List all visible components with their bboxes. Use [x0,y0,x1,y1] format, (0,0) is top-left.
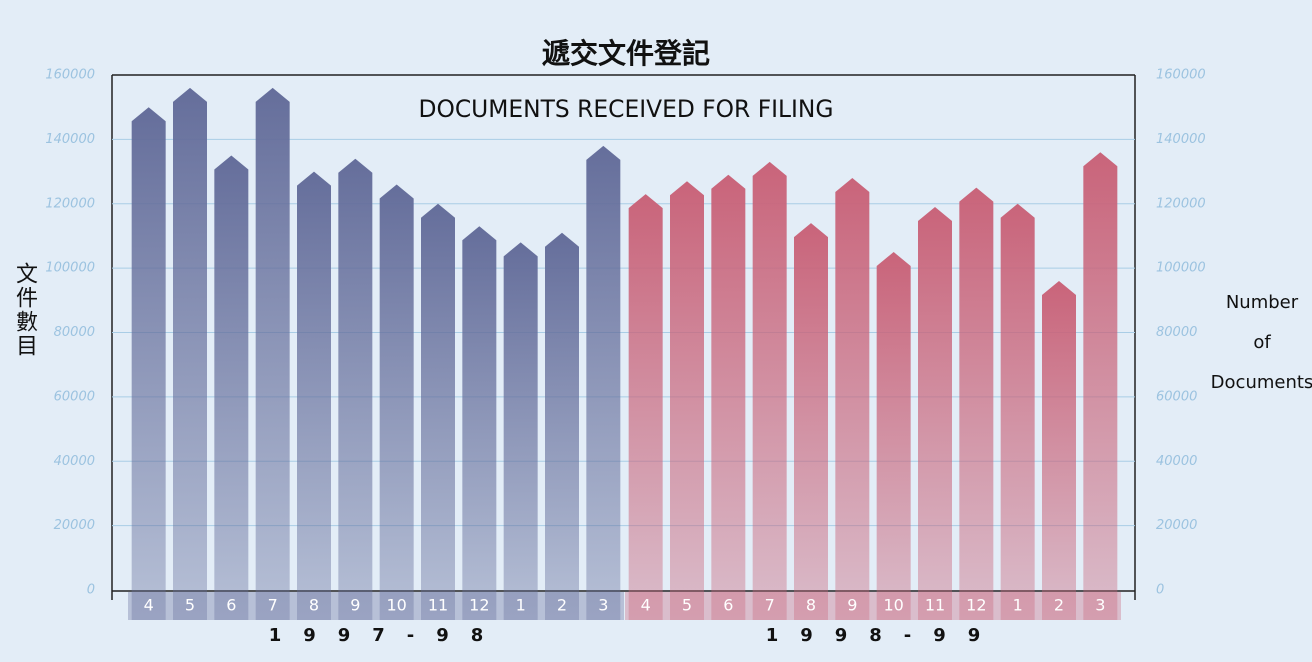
y-tick-label: 20000 [54,518,95,533]
bar [586,145,621,620]
x-tick-label: 9 [847,596,857,615]
y2-axis-label: of [1253,332,1271,353]
y-tick-label: 120000 [45,196,95,211]
x-tick-label: 9 [350,596,360,615]
x-tick-label: 1 [516,596,526,615]
x-tick-label: 11 [925,596,945,615]
bar [1000,203,1035,620]
bar [462,226,497,620]
x-tick-label: 4 [641,596,651,615]
y2-axis-label: Documents [1211,372,1312,393]
x-tick-label: 6 [723,596,733,615]
y2-tick-label: 60000 [1156,389,1197,404]
y-tick-label: 160000 [45,68,95,83]
bar [752,161,787,620]
x-tick-label: 3 [1095,596,1105,615]
group-label: 1998-99 [766,625,1003,646]
bar [711,174,746,620]
y-tick-label: 40000 [54,454,95,469]
y-tick-label: 0 [87,583,95,598]
x-tick-label: 3 [598,596,608,615]
bar [297,171,331,620]
bar [876,252,911,620]
x-tick-label: 1 [1013,596,1023,615]
bar [794,223,828,620]
x-tick-label: 5 [682,596,692,615]
bar [503,242,538,620]
x-tick-label: 2 [1054,596,1064,615]
chart-subtitle: DOCUMENTS RECEIVED FOR FILING [419,95,834,123]
y2-tick-label: 0 [1156,583,1164,598]
y2-tick-label: 80000 [1156,325,1197,340]
x-tick-label: 5 [185,596,195,615]
bar [545,232,579,620]
x-tick-label: 8 [309,596,319,615]
y-axis-label: 文件數目 [12,262,37,358]
bar [835,178,870,620]
y2-tick-label: 120000 [1156,196,1206,211]
bar [379,184,414,620]
bar [214,155,249,620]
x-tick-label: 12 [469,596,489,615]
bar [131,107,166,620]
y2-tick-label: 40000 [1156,454,1197,469]
y-tick-label: 80000 [54,325,95,340]
x-tick-label: 10 [883,596,903,615]
chart-title: 遞交文件登記 [542,37,710,70]
x-tick-label: 8 [806,596,816,615]
label-band [128,592,624,620]
x-tick-label: 4 [144,596,154,615]
x-tick-label: 7 [765,596,775,615]
y-tick-label: 60000 [54,389,95,404]
bar [1042,281,1076,620]
x-tick-label: 11 [428,596,448,615]
x-tick-label: 7 [268,596,278,615]
group-label: 1997-98 [269,625,506,646]
bar [421,203,455,620]
label-band [625,592,1121,620]
y2-tick-label: 100000 [1156,261,1206,276]
y2-tick-label: 20000 [1156,518,1197,533]
y2-axis-label: Number [1226,292,1299,313]
y2-tick-label: 140000 [1156,132,1206,147]
bar [338,158,373,620]
bar [670,181,704,620]
y2-tick-label: 160000 [1156,68,1206,83]
bar [628,194,663,620]
bar [255,87,290,620]
y-tick-label: 100000 [45,261,95,276]
x-tick-label: 10 [386,596,406,615]
bar [173,87,207,620]
bar [918,206,952,620]
bar [1083,152,1118,620]
x-tick-label: 2 [557,596,567,615]
y-tick-label: 140000 [45,132,95,147]
bar [959,187,994,620]
x-tick-label: 12 [966,596,986,615]
x-tick-label: 6 [226,596,236,615]
